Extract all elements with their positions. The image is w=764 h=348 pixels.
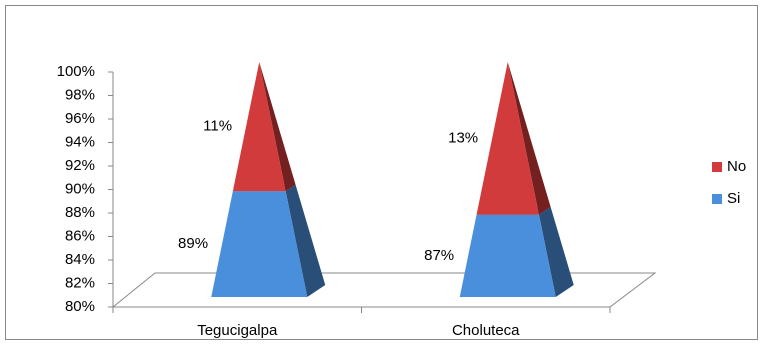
data-label: 13% — [448, 129, 478, 146]
y-tick-label: 96% — [65, 110, 95, 127]
pyramid-face — [285, 184, 326, 297]
legend-label: Si — [727, 190, 740, 207]
pyramid-face — [459, 214, 556, 297]
legend-swatch — [712, 194, 722, 204]
y-tick-label: 98% — [65, 86, 95, 103]
legend-label: No — [727, 158, 746, 175]
y-tick-label: 80% — [65, 298, 95, 315]
pyramid-face — [211, 191, 308, 297]
y-tick-label: 84% — [65, 251, 95, 268]
y-tick-label: 94% — [65, 133, 95, 150]
y-tick-label: 90% — [65, 180, 95, 197]
y-tick-label: 100% — [57, 63, 95, 80]
pyramid-face — [232, 62, 286, 192]
y-tick-label: 88% — [65, 204, 95, 221]
data-label: 89% — [178, 235, 208, 252]
x-tick-label: Choluteca — [452, 322, 520, 339]
y-tick-label: 86% — [65, 227, 95, 244]
pyramid-face — [538, 206, 574, 297]
data-label: 11% — [203, 118, 232, 135]
pyramid-face — [507, 62, 551, 215]
y-tick-label: 92% — [65, 157, 95, 174]
pyramid-segment — [232, 62, 296, 192]
x-tick-label: Tegucigalpa — [197, 322, 278, 339]
pyramid-segment — [476, 62, 551, 215]
y-tick-label: 82% — [65, 274, 95, 291]
floor — [111, 272, 657, 308]
pyramid-face — [259, 62, 296, 192]
data-label: 87% — [424, 247, 454, 264]
legend-swatch — [712, 162, 722, 172]
pyramid-face — [476, 62, 539, 215]
